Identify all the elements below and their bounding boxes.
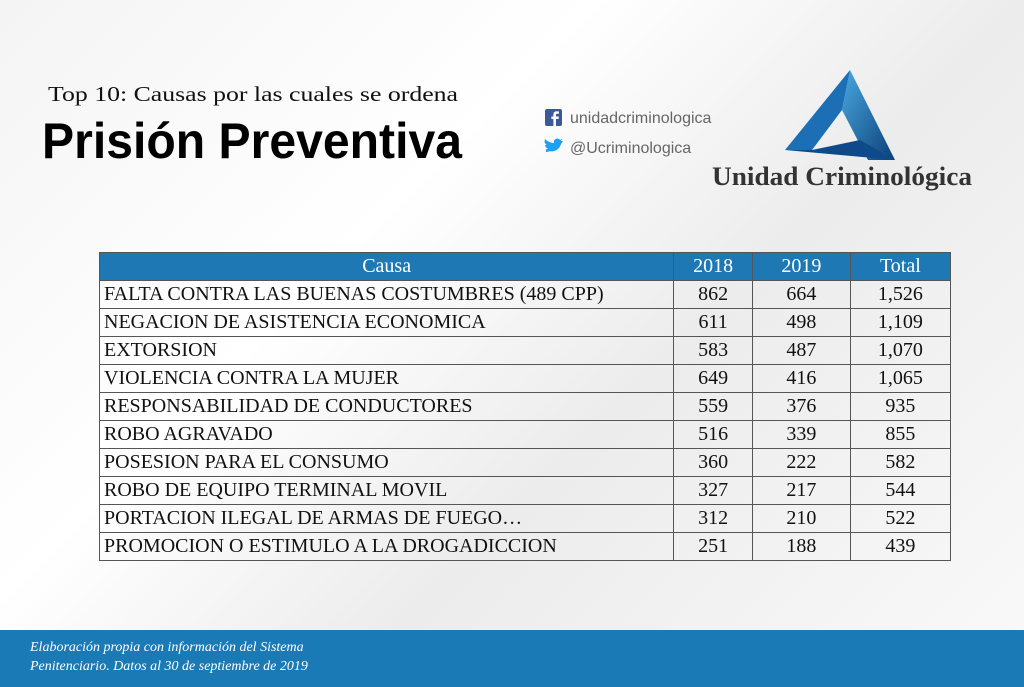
table-cell: 583 <box>673 336 753 365</box>
table-cell: 664 <box>751 280 851 309</box>
logo-name: Unidad Criminológica <box>712 162 972 191</box>
table-row: PORTACION ILEGAL DE ARMAS DE FUEGO… 312 21… <box>98 504 952 533</box>
table-cell: EXTORSION <box>98 336 675 365</box>
table-cell: NEGACION DE ASISTENCIA ECONOMICA <box>98 308 675 337</box>
table-cell: 416 <box>751 364 851 393</box>
table-cell: POSESION PARA EL CONSUMO <box>98 448 675 477</box>
table-cell: 251 <box>673 532 753 561</box>
logo-mark <box>785 70 895 160</box>
table-cell: PORTACION ILEGAL DE ARMAS DE FUEGO… <box>98 504 675 533</box>
twitter-handle[interactable]: @Ucriminologica <box>570 140 691 157</box>
table-cell: 582 <box>849 448 952 477</box>
footer-line: Elaboración propia con información del S… <box>30 640 304 655</box>
table-cell: 498 <box>751 308 851 337</box>
table-cell: 544 <box>849 476 952 505</box>
table-row: EXTORSION 583 487 1,070 <box>98 336 952 365</box>
table-cell: 516 <box>673 420 753 449</box>
facebook-glyph <box>551 111 559 126</box>
title: Prisión Preventiva <box>42 113 463 169</box>
table-cell: 522 <box>849 504 952 533</box>
table-row: NEGACION DE ASISTENCIA ECONOMICA 611 498 1,… <box>98 308 952 337</box>
column-header: 2019 <box>751 252 851 281</box>
table-cell: 855 <box>849 420 952 449</box>
table-cell: ROBO DE EQUIPO TERMINAL MOVIL <box>98 476 675 505</box>
table-cell: 360 <box>673 448 753 477</box>
table-row: PROMOCION O ESTIMULO A LA DROGADICCION 25… <box>98 532 952 561</box>
table-cell: 217 <box>751 476 851 505</box>
table-cell: 327 <box>673 476 753 505</box>
table-cell: 1,065 <box>849 364 952 393</box>
twitter-icon <box>544 138 563 152</box>
table-row: FALTA CONTRA LAS BUENAS COSTUMBRES (489 … <box>98 280 952 309</box>
table-row: VIOLENCIA CONTRA LA MUJER 649 416 1,065 <box>98 364 952 393</box>
table-cell: 210 <box>751 504 851 533</box>
table-cell: 611 <box>673 308 753 337</box>
table-cell: FALTA CONTRA LAS BUENAS COSTUMBRES (489 … <box>98 280 675 309</box>
data-table: Causa 2018 2019 Total FALTA CONTRA LAS BUEN… <box>98 252 952 561</box>
table-cell: PROMOCION O ESTIMULO A LA DROGADICCION <box>98 532 675 561</box>
table-cell: VIOLENCIA CONTRA LA MUJER <box>98 364 675 393</box>
table-cell: ROBO AGRAVADO <box>98 420 675 449</box>
table-cell: 487 <box>751 336 851 365</box>
table-cell: 649 <box>673 364 753 393</box>
subtitle: Top 10: Causas por las cuales se ordena <box>48 82 459 106</box>
column-header: 2018 <box>673 252 753 281</box>
table-cell: 862 <box>673 280 753 309</box>
column-header: Total <box>849 252 952 281</box>
table-row: RESPONSABILIDAD DE CONDUCTORES 559 376 935 <box>98 392 952 421</box>
table-cell: 439 <box>849 532 952 561</box>
header: Top 10: Causas por las cuales se ordena … <box>42 70 972 191</box>
footer: Elaboración propia con información del S… <box>0 630 1024 687</box>
table-cell: RESPONSABILIDAD DE CONDUCTORES <box>98 392 675 421</box>
table-cell: 188 <box>751 532 851 561</box>
table-cell: 1,526 <box>849 280 952 309</box>
facebook-handle[interactable]: unidadcriminologica <box>570 110 712 127</box>
table-cell: 1,109 <box>849 308 952 337</box>
table-cell: 339 <box>751 420 851 449</box>
footer-line: Penitenciario. Datos al 30 de septiembre… <box>30 659 308 674</box>
table-cell: 312 <box>673 504 753 533</box>
table-cell: 935 <box>849 392 952 421</box>
header-row: Causa 2018 2019 Total <box>98 252 952 281</box>
table-cell: 1,070 <box>849 336 952 365</box>
table-row: ROBO DE EQUIPO TERMINAL MOVIL 327 217 544 <box>98 476 952 505</box>
column-header: Causa <box>98 252 675 281</box>
table-cell: 559 <box>673 392 753 421</box>
table-row: POSESION PARA EL CONSUMO 360 222 582 <box>98 448 952 477</box>
table-row: ROBO AGRAVADO 516 339 855 <box>98 420 952 449</box>
table-cell: 222 <box>751 448 851 477</box>
table-cell: 376 <box>751 392 851 421</box>
